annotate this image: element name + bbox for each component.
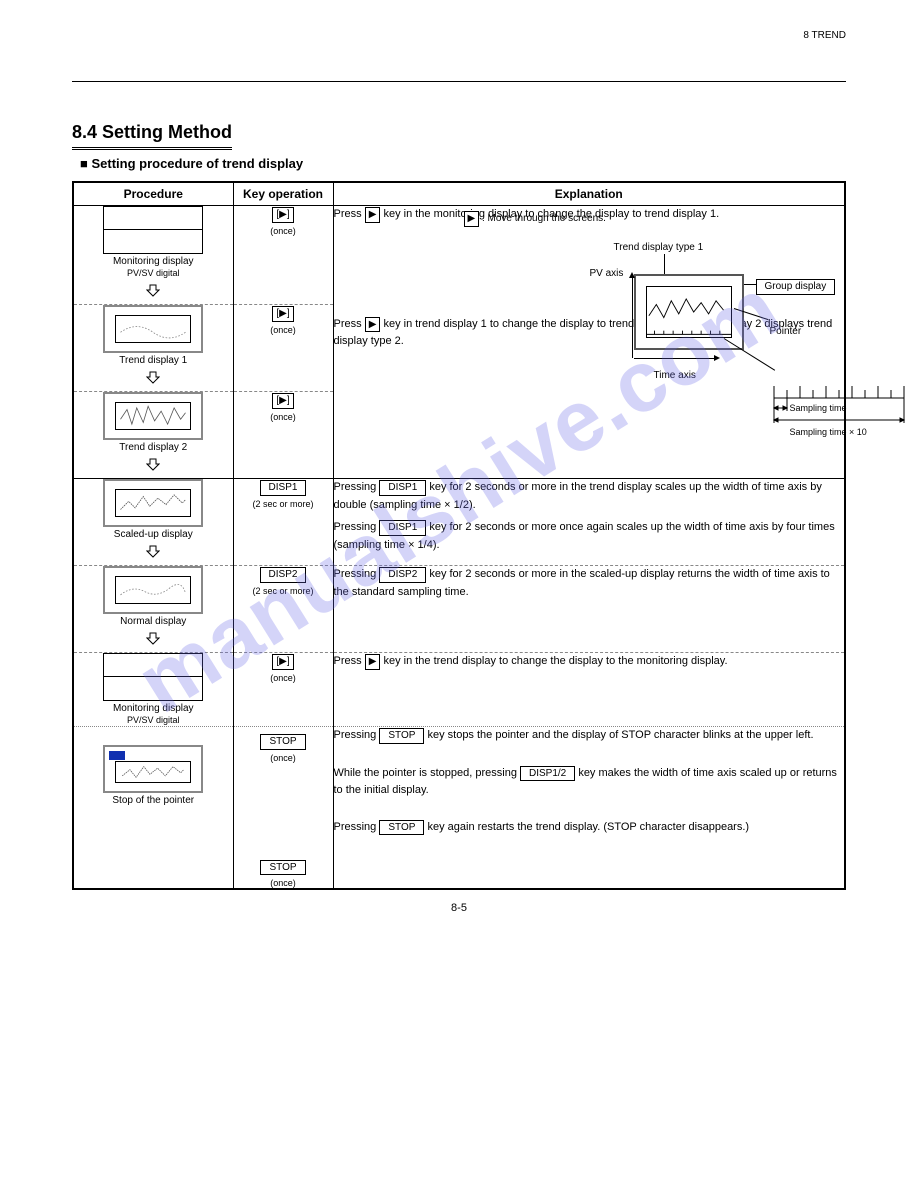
th-procedure: Procedure bbox=[73, 182, 233, 206]
proc-label-2: Trend display 2 bbox=[74, 442, 233, 453]
th-key: Key operation bbox=[233, 182, 333, 206]
panel-stop bbox=[103, 745, 203, 793]
arrow-down-icon bbox=[146, 370, 160, 384]
header-rule bbox=[72, 81, 846, 82]
proc-label-6: Stop of the pointer bbox=[74, 795, 233, 806]
trend-diagram: ▶ : Move through the screens. Trend disp… bbox=[594, 208, 918, 458]
panel-monitoring bbox=[103, 206, 203, 254]
key-6b: STOP bbox=[260, 860, 305, 876]
panel-trend1 bbox=[103, 305, 203, 353]
panel-scaleup bbox=[103, 479, 203, 527]
page-number: 8-5 bbox=[72, 902, 846, 914]
panel-normal bbox=[103, 566, 203, 614]
exp-4: Pressing DISP2 key for 2 seconds or more… bbox=[333, 566, 845, 653]
key-6a: STOP bbox=[260, 734, 305, 750]
exp-6: Pressing STOP key stops the pointer and … bbox=[333, 727, 845, 890]
panel-monitoring2 bbox=[103, 653, 203, 701]
panel-trend2 bbox=[103, 392, 203, 440]
exp-5: Press ▶ key in the trend display to chan… bbox=[333, 653, 845, 727]
proc-label-0: Monitoring display PV/SV digital bbox=[74, 256, 233, 279]
key-1: [▶] bbox=[272, 306, 293, 322]
proc-label-4: Normal display bbox=[74, 616, 233, 627]
th-explain: Explanation bbox=[333, 182, 845, 206]
section-title: 8.4 Setting Method bbox=[72, 122, 232, 150]
proc-label-3: Scaled-up display bbox=[74, 529, 233, 540]
proc-label-5: Monitoring display PV/SV digital bbox=[74, 703, 233, 726]
key-5: [▶] bbox=[272, 654, 293, 670]
section-subtitle: ■ Setting procedure of trend display bbox=[80, 156, 846, 171]
key-note-0: (once) bbox=[234, 226, 333, 236]
key-0: [▶] bbox=[272, 207, 293, 223]
arrow-down-icon bbox=[146, 283, 160, 297]
key-4: DISP2 bbox=[260, 567, 307, 583]
key-3: DISP1 bbox=[260, 480, 307, 496]
key-2: [▶] bbox=[272, 393, 293, 409]
arrow-down-icon bbox=[146, 544, 160, 558]
header-doc-title: 8 TREND bbox=[72, 30, 846, 41]
arrow-down-icon bbox=[146, 457, 160, 471]
proc-label-1: Trend display 1 bbox=[74, 355, 233, 366]
arrow-down-icon bbox=[146, 631, 160, 645]
exp-3: Pressing DISP1 key for 2 seconds or more… bbox=[333, 479, 845, 566]
procedure-table: Procedure Key operation Explanation Moni… bbox=[72, 181, 846, 890]
